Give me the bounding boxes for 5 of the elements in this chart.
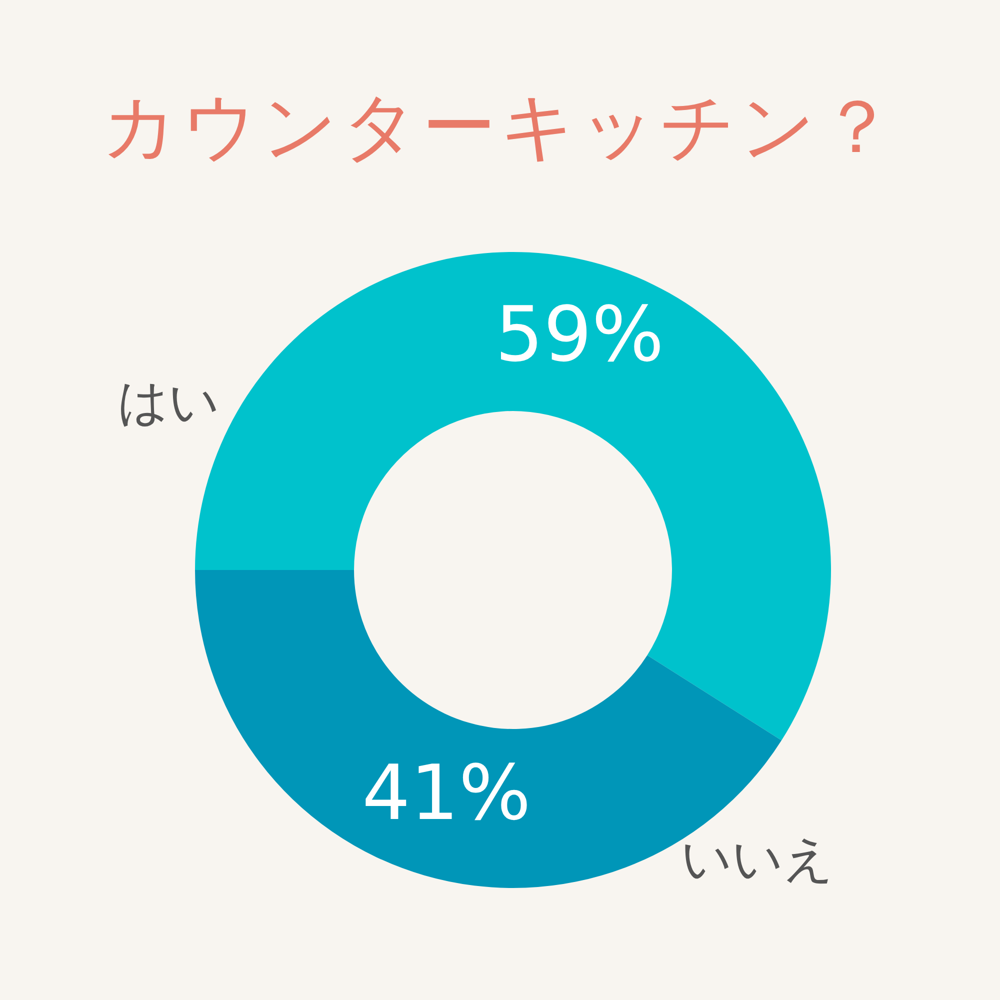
data-label: 41% [362,748,531,837]
chart-title: カウンターキッチン？ [101,83,899,172]
slice-label: いいえ [681,830,834,888]
data-label: 59% [495,290,664,379]
slice-label: はい [118,372,220,431]
